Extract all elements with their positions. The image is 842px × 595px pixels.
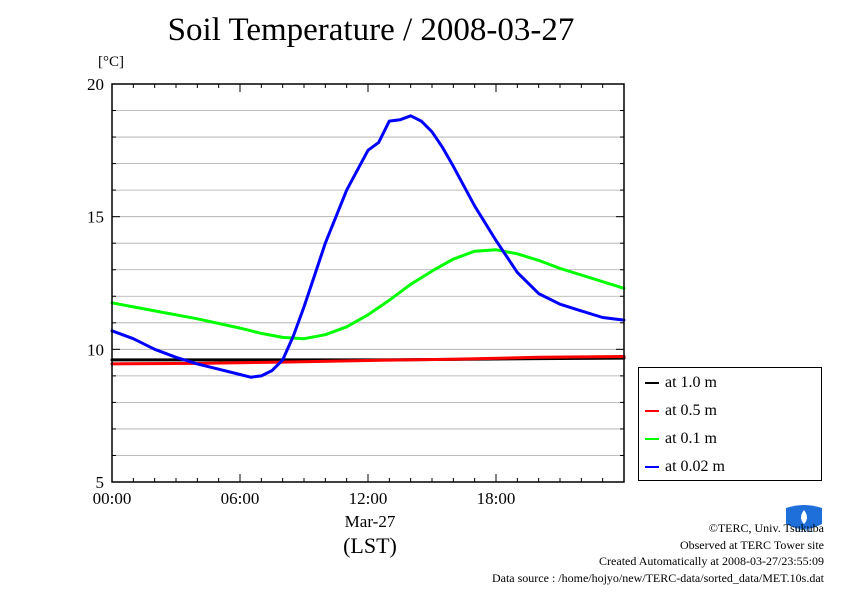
x-tick-label: 00:00 [93,489,132,508]
footer-source: Data source : /home/hojyo/new/TERC-data/… [491,570,824,585]
legend: at 1.0 m at 0.5 m at 0.1 m at 0.02 m [638,367,822,481]
legend-label: at 0.1 m [665,430,717,447]
legend-item-0.5m: at 0.5 m [645,400,717,422]
y-axis-unit-label: [°C] [98,54,124,70]
legend-swatch-green [645,438,659,440]
footer-created: Created Automatically at 2008-03-27/23:5… [599,554,824,568]
series-layer [110,114,626,379]
y-tick-label: 10 [87,340,104,359]
legend-label: at 1.0 m [665,374,717,391]
y-tick-label: 20 [87,75,104,94]
tick-labels: 00:00 06:00 12:00 18:00 5 10 15 20 [87,75,515,508]
footer-observed: Observed at TERC Tower site [679,537,824,552]
y-tick-label: 5 [96,473,105,492]
legend-item-0.02m: at 0.02 m [645,456,725,478]
y-tick-label: 15 [87,208,104,227]
plot-frame [111,83,625,483]
x-tick-label: 18:00 [477,489,516,508]
footer-copyright: ©TERC, Univ. Tsukuba [708,521,824,535]
legend-label: at 0.02 m [665,458,725,475]
grid-lines [112,110,624,456]
series-line-at-0.02-m [110,114,626,379]
time-zone-label: (LST) [343,533,397,558]
footer-credits: ©TERC, Univ. Tsukuba Observed at TERC To… [492,520,824,586]
legend-item-1.0m: at 1.0 m [645,372,717,394]
chart-title: Soil Temperature / 2008-03-27 [167,12,575,48]
terc-logo: TERC [782,504,826,534]
legend-item-0.1m: at 0.1 m [645,428,717,450]
axis-ticks [111,83,625,483]
legend-swatch-black [645,382,659,384]
x-tick-label: 12:00 [349,489,388,508]
legend-swatch-blue [645,466,659,468]
series-line-at-0.1-m [110,248,626,341]
date-label: Mar-27 [344,512,396,531]
legend-swatch-red [645,410,659,412]
x-tick-label: 06:00 [221,489,260,508]
logo-text: TERC [794,527,813,534]
legend-label: at 0.5 m [665,402,717,419]
